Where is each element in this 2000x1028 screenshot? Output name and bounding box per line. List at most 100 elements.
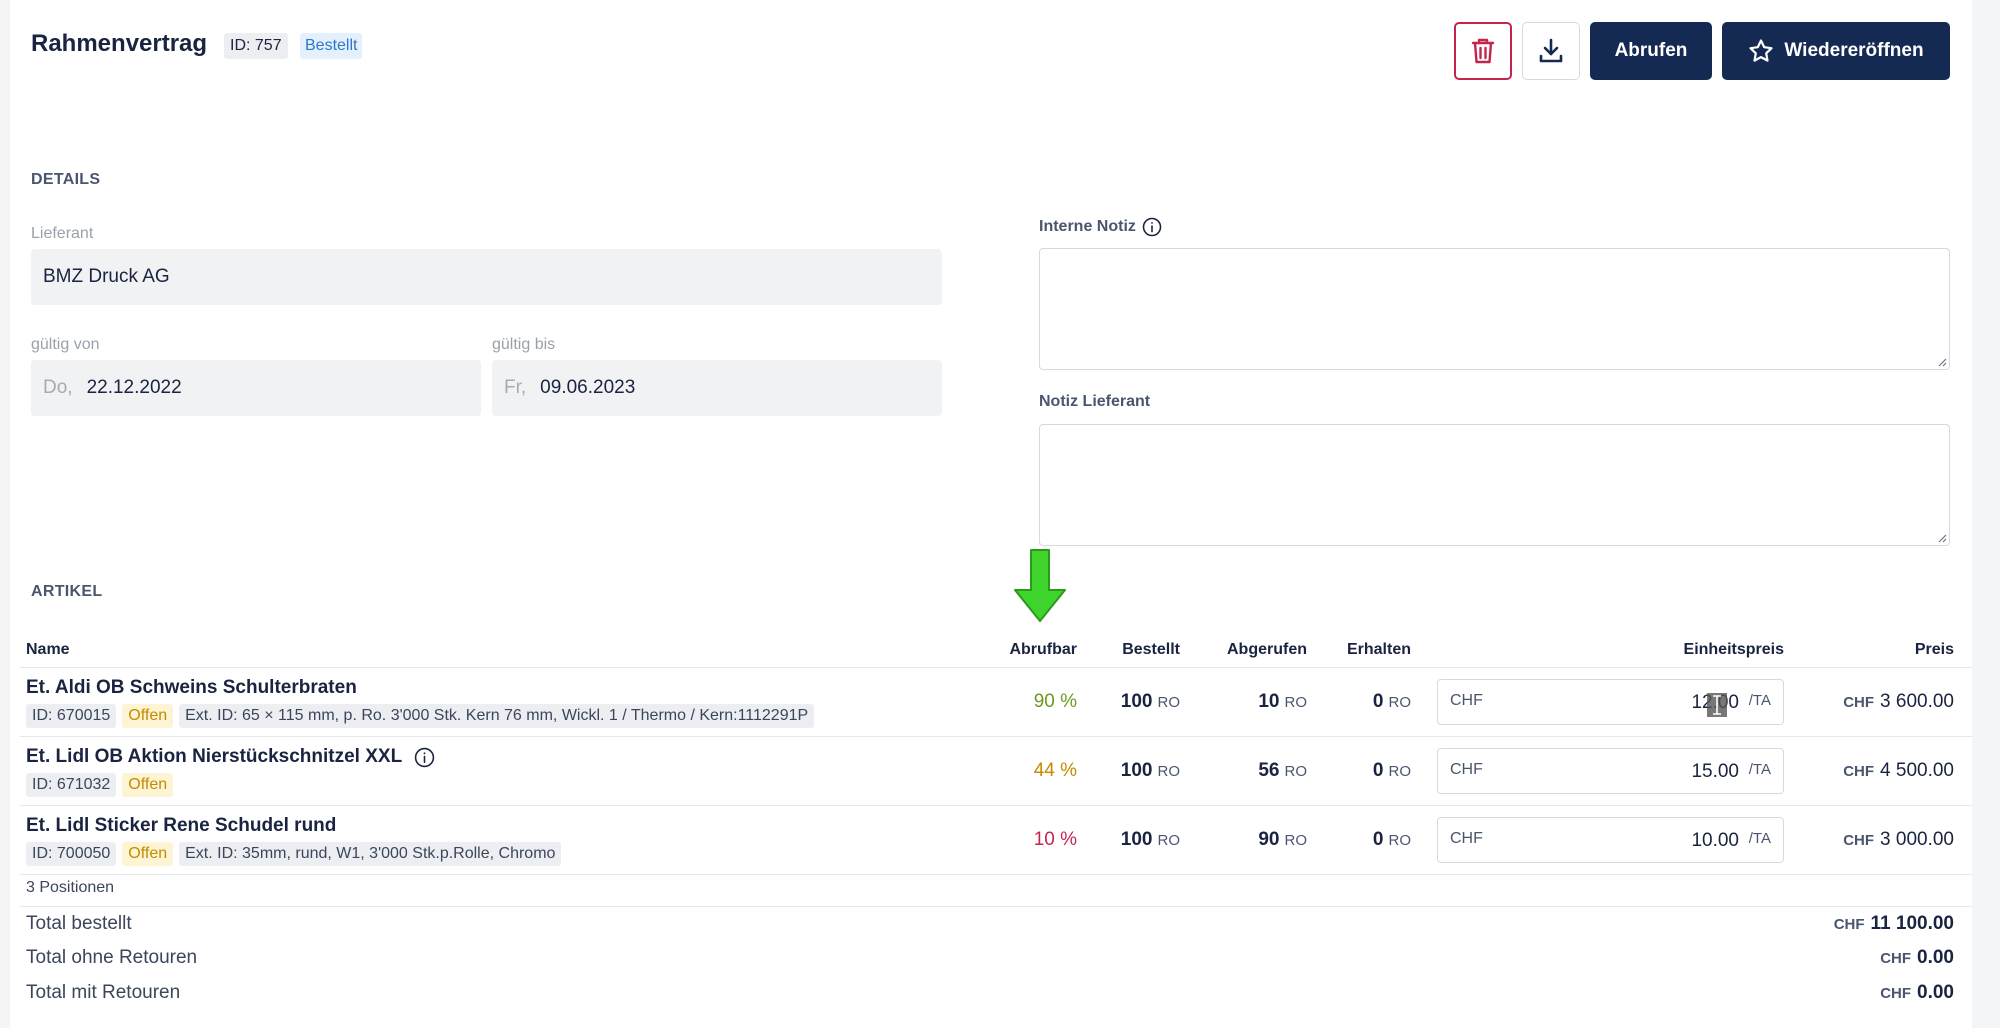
total-ordered-label: Total bestellt: [26, 913, 132, 934]
trash-icon: [1471, 38, 1495, 64]
line-price: CHF 4 500.00: [1843, 760, 1954, 782]
total-with-returns-value: 0.00: [1917, 982, 1954, 1003]
column-abgerufen[interactable]: Abgerufen: [1227, 641, 1307, 658]
table-row[interactable]: Et. Aldi OB Schweins Schulterbraten ID: …: [10, 668, 1972, 737]
abrufbar-value: 10 %: [1033, 829, 1077, 850]
unit-price-currency: CHF: [1450, 761, 1483, 778]
item-tags: ID: 670015 Offen Ext. ID: 65 × 115 mm, p…: [26, 704, 815, 728]
item-id-tag: ID: 670015: [26, 704, 117, 728]
column-bestellt[interactable]: Bestellt: [1122, 641, 1180, 658]
total-currency: CHF: [1880, 985, 1912, 1002]
item-name-text: Et. Lidl Sticker Rene Schudel rund: [26, 815, 337, 836]
abrufen-button[interactable]: Abrufen: [1590, 22, 1712, 80]
download-icon: [1539, 38, 1563, 63]
erhalten-cell: 0 RO: [1373, 691, 1411, 713]
table-row[interactable]: Et. Lidl OB Aktion Nierstückschnitzel XX…: [10, 737, 1972, 806]
supplier-label: Lieferant: [31, 225, 94, 242]
unit-label: RO: [1284, 694, 1308, 711]
bestellt-value: 100: [1120, 829, 1153, 850]
item-tags: ID: 671032 Offen: [26, 773, 174, 797]
unit-price-input[interactable]: CHF 15.00 /TA: [1437, 748, 1784, 794]
unit-price-value: 10.00: [1691, 830, 1739, 851]
erhalten-cell: 0 RO: [1373, 829, 1411, 851]
unit-label: RO: [1284, 832, 1308, 849]
item-tags: ID: 700050 Offen Ext. ID: 35mm, rund, W1…: [26, 842, 562, 866]
reopen-button[interactable]: Wiedereröffnen: [1722, 22, 1950, 80]
text-cursor-icon: [1707, 693, 1727, 717]
valid-from-value: 22.12.2022: [86, 377, 182, 398]
positions-count: 3 Positionen: [26, 879, 115, 896]
internal-note-textarea[interactable]: [1039, 248, 1950, 370]
internal-note-label-text: Interne Notiz: [1039, 218, 1136, 235]
info-icon[interactable]: [1142, 217, 1162, 237]
column-preis[interactable]: Preis: [1914, 641, 1954, 658]
bestellt-cell: 100 RO: [1121, 760, 1180, 782]
star-icon: [1749, 39, 1774, 62]
resize-grip-icon[interactable]: [1937, 533, 1947, 543]
unit-label: RO: [1157, 694, 1181, 711]
item-id-tag: ID: 700050: [26, 842, 117, 866]
unit-price-input[interactable]: CHF 10.00 /TA: [1437, 817, 1784, 863]
line-price-value: 3 000.00: [1880, 829, 1954, 850]
unit-label: RO: [1157, 832, 1181, 849]
row-divider: [20, 805, 1972, 806]
bestellt-cell: 100 RO: [1121, 829, 1180, 851]
unit-label: RO: [1388, 694, 1412, 711]
abrufbar-value: 44 %: [1033, 760, 1077, 781]
valid-to-field[interactable]: Fr, 09.06.2023: [492, 360, 942, 416]
unit-price-per: /TA: [1748, 761, 1771, 778]
unit-price-input[interactable]: CHF 12.00 /TA: [1437, 679, 1784, 725]
reopen-button-label: Wiedereröffnen: [1784, 40, 1924, 61]
abgerufen-value: 90: [1258, 829, 1280, 850]
unit-price-currency: CHF: [1450, 692, 1483, 709]
valid-to-label: gültig bis: [492, 336, 556, 353]
valid-to-day: Fr,: [504, 377, 527, 398]
supplier-field[interactable]: BMZ Druck AG: [31, 249, 942, 305]
item-name[interactable]: Et. Aldi OB Schweins Schulterbraten: [26, 677, 357, 699]
valid-from-field[interactable]: Do, 22.12.2022: [31, 360, 481, 416]
item-ext-tag: Ext. ID: 65 × 115 mm, p. Ro. 3'000 Stk. …: [179, 704, 815, 728]
status-badge: Bestellt: [300, 33, 363, 59]
column-abrufbar[interactable]: Abrufbar: [1009, 641, 1077, 658]
id-badge: ID: 757: [224, 33, 288, 59]
item-name[interactable]: Et. Lidl Sticker Rene Schudel rund: [26, 815, 336, 837]
line-price-currency: CHF: [1843, 694, 1875, 711]
row-divider: [20, 906, 1972, 907]
details-section-label: DETAILS: [31, 171, 101, 188]
page-title: Rahmenvertrag: [31, 30, 208, 57]
abgerufen-value: 56: [1258, 760, 1280, 781]
unit-label: RO: [1157, 763, 1181, 780]
supplier-note-label: Notiz Lieferant: [1039, 393, 1151, 410]
erhalten-value: 0: [1372, 829, 1384, 850]
arrow-down-icon: [1014, 549, 1066, 622]
download-button[interactable]: [1522, 22, 1580, 80]
column-einheitspreis[interactable]: Einheitspreis: [1683, 641, 1784, 658]
item-name-text: Et. Aldi OB Schweins Schulterbraten: [26, 677, 357, 698]
erhalten-cell: 0 RO: [1373, 760, 1411, 782]
valid-from-label: gültig von: [31, 336, 100, 353]
abgerufen-cell: 10 RO: [1258, 691, 1307, 713]
item-status-tag: Offen: [122, 842, 174, 866]
delete-button[interactable]: [1454, 22, 1512, 80]
abgerufen-cell: 56 RO: [1258, 760, 1307, 782]
erhalten-value: 0: [1372, 760, 1384, 781]
valid-from-day: Do,: [43, 377, 73, 398]
total-currency: CHF: [1880, 950, 1912, 967]
item-status-tag: Offen: [122, 773, 174, 797]
total-with-returns-label: Total mit Retouren: [26, 982, 181, 1003]
item-name[interactable]: Et. Lidl OB Aktion Nierstückschnitzel XX…: [26, 746, 435, 768]
column-name[interactable]: Name: [26, 641, 70, 658]
unit-price-value: 15.00: [1691, 761, 1739, 782]
articles-section-label: ARTIKEL: [31, 583, 103, 600]
resize-grip-icon[interactable]: [1937, 357, 1947, 367]
line-price-value: 3 600.00: [1880, 691, 1954, 712]
unit-label: RO: [1388, 832, 1412, 849]
unit-price-currency: CHF: [1450, 830, 1483, 847]
supplier-note-textarea[interactable]: [1039, 424, 1950, 546]
total-without-returns: CHF 0.00: [1880, 947, 1954, 969]
table-row[interactable]: Et. Lidl Sticker Rene Schudel rund ID: 7…: [10, 806, 1972, 875]
info-icon[interactable]: [414, 747, 435, 768]
total-without-returns-label: Total ohne Retouren: [26, 947, 198, 968]
column-erhalten[interactable]: Erhalten: [1346, 641, 1411, 658]
total-without-returns-value: 0.00: [1917, 947, 1954, 968]
